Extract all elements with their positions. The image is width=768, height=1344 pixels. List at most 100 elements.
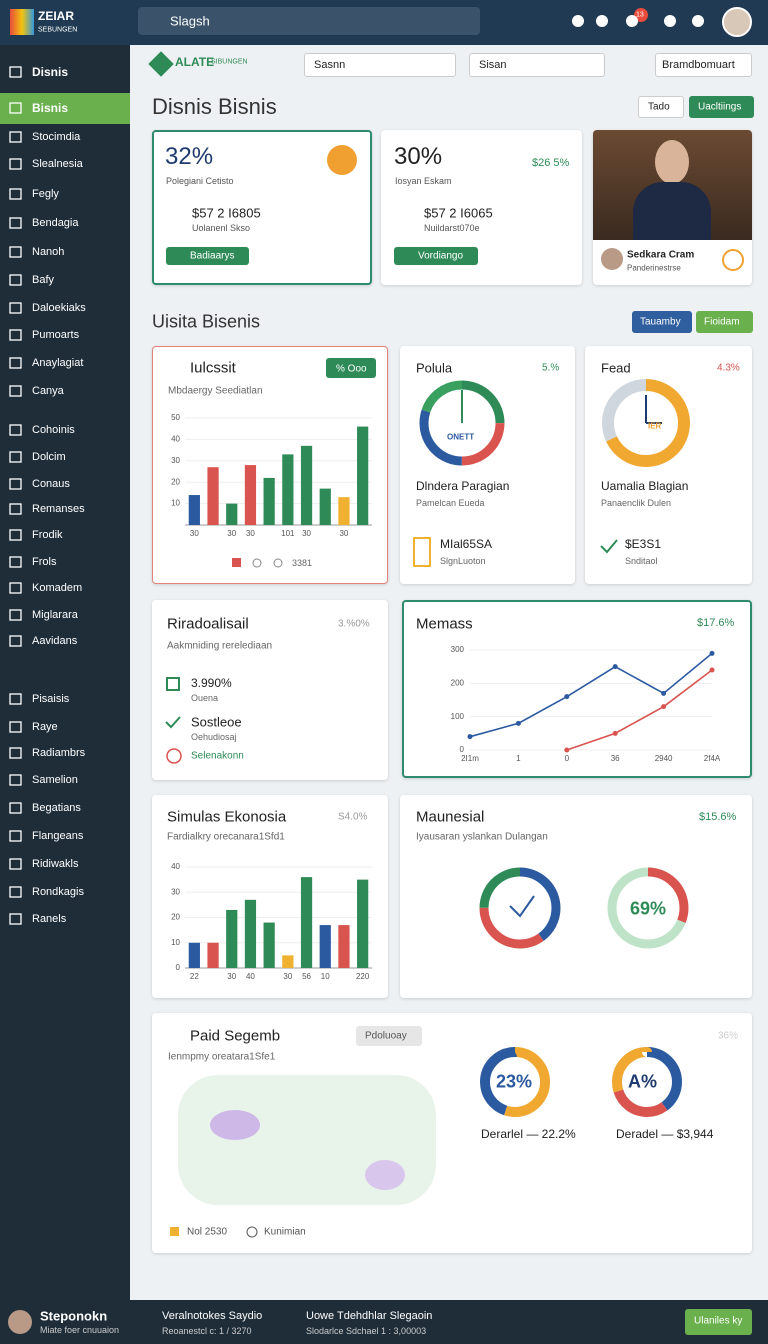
point xyxy=(709,667,715,673)
footer xyxy=(0,1300,768,1344)
amount: $57 2 I6805 xyxy=(192,205,261,221)
item2: Sostleoe xyxy=(191,714,242,730)
bar xyxy=(207,467,219,525)
items[interactable]: Frols xyxy=(32,556,57,568)
avatar[interactable] xyxy=(722,7,752,37)
items[interactable]: Bisnis xyxy=(32,101,69,115)
items[interactable]: Ranels xyxy=(32,913,67,925)
items[interactable]: Cohoinis xyxy=(32,424,75,436)
items[interactable]: Canya xyxy=(32,385,64,397)
x-tick-label: 30 xyxy=(283,972,292,981)
button[interactable] xyxy=(632,311,692,333)
item1-sub: Ouena xyxy=(191,693,219,703)
items[interactable]: Komadem xyxy=(32,582,83,594)
legend-swatch xyxy=(232,558,241,567)
x-tick-label: 1 xyxy=(516,754,521,763)
items[interactable]: Frodik xyxy=(32,529,63,541)
photo-body xyxy=(633,182,711,240)
change: 3.%0% xyxy=(338,618,370,630)
button[interactable] xyxy=(166,247,249,265)
button[interactable]: Vordiango xyxy=(418,250,464,262)
items[interactable]: Daloekiaks xyxy=(32,302,86,314)
title: Polula xyxy=(416,360,453,376)
legend-marker xyxy=(273,558,283,568)
search-box[interactable] xyxy=(469,53,605,77)
sub: Panaenclik Dulen xyxy=(601,498,672,508)
badge xyxy=(634,8,648,22)
subtitle: Iyausaran yslankan Dulangan xyxy=(416,831,548,843)
icon xyxy=(9,774,22,786)
button[interactable]: Badiaarys xyxy=(190,250,235,262)
button[interactable]: Ulaniles ky xyxy=(694,1315,743,1327)
items[interactable]: Anaylagiat xyxy=(32,357,84,369)
search2[interactable]: Sisan xyxy=(479,59,507,71)
items[interactable]: Radiambrs xyxy=(32,747,86,759)
items[interactable]: Samelion xyxy=(32,774,78,786)
badge: % Ooo xyxy=(336,363,367,375)
value: 32% xyxy=(165,143,214,170)
items[interactable]: Conaus xyxy=(32,478,70,490)
items[interactable]: Flangeans xyxy=(32,830,84,842)
change: $17.6% xyxy=(697,617,735,629)
button[interactable] xyxy=(394,247,478,265)
search-box[interactable] xyxy=(138,7,480,35)
actions[interactable]: Uacltiings xyxy=(698,101,742,113)
items[interactable]: Disnis xyxy=(32,65,69,79)
dropdown[interactable]: Bramdbomuart xyxy=(662,59,735,71)
icon xyxy=(9,102,22,114)
section-actions[interactable]: Tauamby xyxy=(640,316,681,328)
items[interactable]: Pisaisis xyxy=(32,693,70,705)
title: Fead xyxy=(601,360,631,376)
items[interactable]: Pumoarts xyxy=(32,329,80,341)
chart-card xyxy=(402,600,752,778)
section-actions[interactable]: Fioidam xyxy=(704,316,740,328)
y-tick-label: 40 xyxy=(171,435,180,444)
x-tick-label: 30 xyxy=(339,529,348,538)
items[interactable]: Remanses xyxy=(32,503,85,515)
items[interactable]: Miglarara xyxy=(32,609,78,621)
items[interactable]: Rondkagis xyxy=(32,886,84,898)
list-card xyxy=(152,600,388,780)
y-tick-label: 300 xyxy=(451,645,465,654)
profile-card xyxy=(593,130,752,285)
point xyxy=(709,650,715,656)
items[interactable]: Dolcim xyxy=(32,451,66,463)
items[interactable]: Fegly xyxy=(32,188,59,200)
items[interactable]: Bafy xyxy=(32,274,55,286)
icon xyxy=(9,188,22,200)
button[interactable] xyxy=(638,96,684,118)
search[interactable]: Slagsh xyxy=(170,13,210,29)
icon xyxy=(596,15,608,27)
sub: Pamelcan Eueda xyxy=(416,498,485,508)
icon xyxy=(9,693,22,705)
donut-segment xyxy=(602,379,690,467)
brand: ALATE xyxy=(175,55,215,69)
items[interactable]: Begatians xyxy=(32,802,81,814)
x-tick-label: 40 xyxy=(246,972,255,981)
y-tick-label: 0 xyxy=(460,745,465,754)
items[interactable]: Bendagia xyxy=(32,217,79,229)
items[interactable]: Ridiwakls xyxy=(32,858,79,870)
x-tick-label: 36 xyxy=(611,754,620,763)
sidebar xyxy=(0,45,130,1300)
items[interactable]: Raye xyxy=(32,721,58,733)
items[interactable]: Nanoh xyxy=(32,246,65,258)
search1[interactable]: Sasnn xyxy=(314,59,346,71)
footer-button[interactable] xyxy=(685,1309,752,1335)
icon xyxy=(9,582,22,594)
search-box[interactable] xyxy=(304,53,456,77)
dropdown[interactable] xyxy=(655,53,752,77)
item2-sub: Oehudiosaj xyxy=(191,732,237,742)
donut-segment xyxy=(607,867,689,949)
items[interactable]: Aavidans xyxy=(32,635,78,647)
bar xyxy=(244,465,257,525)
subtitle: Ienmpmy oreatara1Sfe1 xyxy=(168,1051,276,1063)
donut-label: ONETT xyxy=(447,432,475,442)
items[interactable]: Slealnesia xyxy=(32,158,83,170)
line xyxy=(566,669,713,751)
button[interactable] xyxy=(696,311,753,333)
button[interactable] xyxy=(689,96,754,118)
actions[interactable]: Tado xyxy=(648,101,670,113)
icon xyxy=(626,15,638,27)
items[interactable]: Stocimdia xyxy=(32,131,81,143)
